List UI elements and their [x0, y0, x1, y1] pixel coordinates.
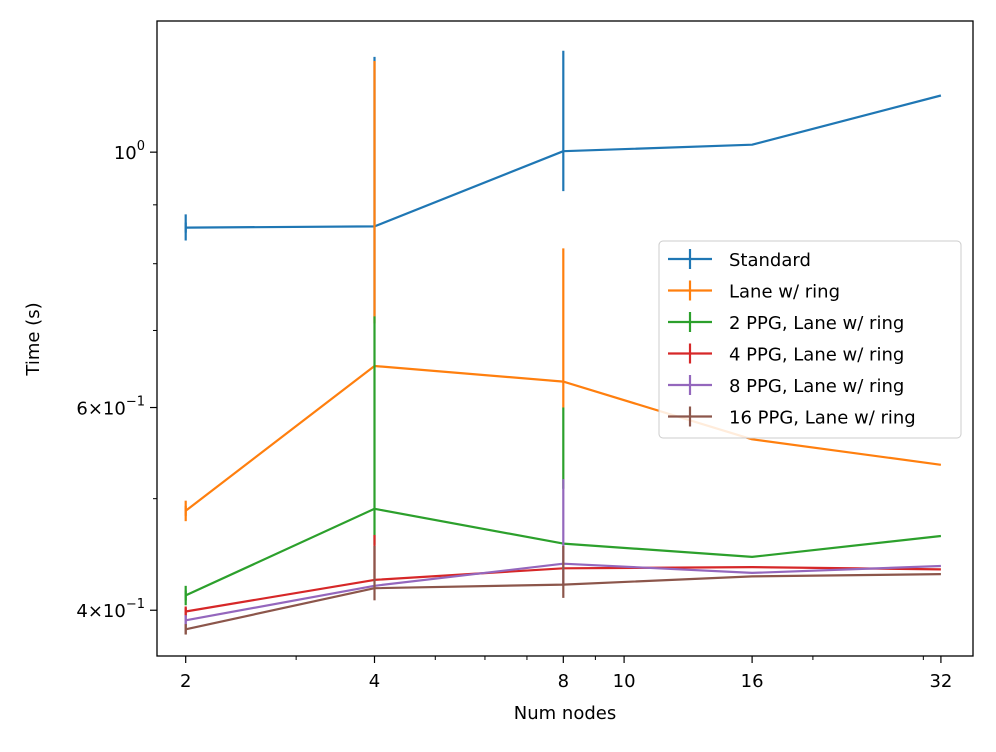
- legend-entry-0: Standard: [668, 249, 811, 271]
- y-tick-base: 10: [103, 601, 126, 622]
- y-tick-times: ×: [88, 399, 103, 420]
- y-tick-base: 10: [114, 143, 137, 164]
- legend-label: 4 PPG, Lane w/ ring: [729, 345, 904, 366]
- y-tick-exponent: 0: [137, 139, 145, 154]
- legend: Standard Lane w/ ring 2 PPG, Lane w/ ring 4…: [659, 241, 961, 438]
- y-tick-exponent: −1: [126, 395, 145, 410]
- x-tick-label-8: 8: [558, 671, 569, 692]
- y-axis-label: Time (s): [23, 302, 44, 376]
- y-tick-times: ×: [88, 601, 103, 622]
- x-axis-label: Num nodes: [514, 703, 616, 724]
- x-tick-label-4: 4: [369, 671, 380, 692]
- legend-label: 2 PPG, Lane w/ ring: [729, 313, 904, 334]
- x-tick-label-10: 10: [613, 671, 636, 692]
- legend-label: 16 PPG, Lane w/ ring: [729, 408, 916, 429]
- x-tick-label-32: 32: [929, 671, 952, 692]
- x-tick-label-16: 16: [741, 671, 764, 692]
- legend-label: Lane w/ ring: [729, 282, 840, 303]
- legend-label: Standard: [729, 250, 811, 271]
- y-tick-mantissa: 4: [76, 601, 87, 622]
- legend-label: 8 PPG, Lane w/ ring: [729, 376, 904, 397]
- x-tick-label-2: 2: [180, 671, 191, 692]
- y-tick-exponent: −1: [126, 597, 145, 612]
- y-tick-mantissa: 6: [76, 399, 87, 420]
- y-tick-base: 10: [103, 399, 126, 420]
